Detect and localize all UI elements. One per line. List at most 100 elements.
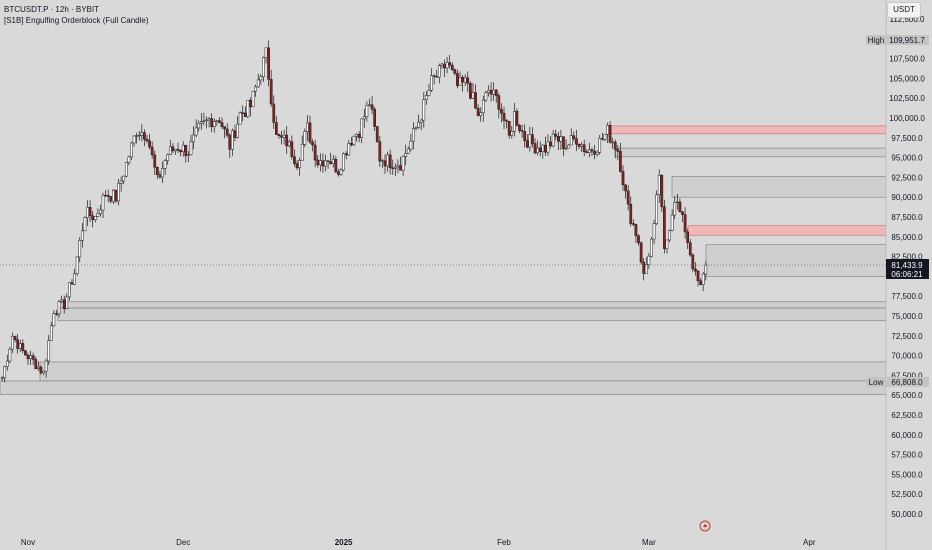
time-tick-label: Dec xyxy=(176,538,190,547)
candle-body xyxy=(55,313,58,315)
candle-body xyxy=(531,134,534,144)
candle-body xyxy=(36,366,40,369)
candle-body xyxy=(569,135,573,146)
candle-body xyxy=(42,370,45,374)
price-tick-label: 55,000.0 xyxy=(891,470,923,479)
candle-body xyxy=(448,62,452,66)
candle-body xyxy=(148,140,151,148)
candle-body xyxy=(572,135,576,139)
candle-body xyxy=(484,92,488,101)
candle-body xyxy=(492,89,496,95)
price-tick-label: 105,000.0 xyxy=(889,74,925,83)
candle-body xyxy=(174,148,177,152)
candle-body xyxy=(344,153,348,156)
candle-body xyxy=(316,159,320,166)
candle-body xyxy=(391,167,395,169)
price-tick-label: 85,000.0 xyxy=(891,233,923,242)
indicator-title[interactable]: [S1B] Engulfing Orderblock (Full Candle) xyxy=(4,16,149,25)
candle-body xyxy=(83,217,87,232)
candle-body xyxy=(616,149,620,152)
candle-body xyxy=(21,343,25,351)
candle-body xyxy=(197,122,201,129)
price-tick-label: 112,500.0 xyxy=(890,15,926,24)
candle-body xyxy=(471,92,475,99)
candle-body xyxy=(329,161,333,164)
candle-body xyxy=(218,120,221,123)
candle-body xyxy=(603,133,607,140)
lightning-icon[interactable] xyxy=(699,520,711,532)
candle-body xyxy=(637,235,640,244)
time-tick-label: Nov xyxy=(21,538,35,547)
candle-body xyxy=(205,119,208,122)
candle-body xyxy=(331,158,335,164)
candle-body xyxy=(324,160,327,167)
price-tick-label: 95,000.0 xyxy=(891,154,923,163)
candle-body xyxy=(313,144,317,161)
candle-body xyxy=(675,201,679,204)
candle-body xyxy=(500,109,503,114)
candle-body xyxy=(393,166,397,169)
candle-body xyxy=(629,203,633,224)
candle-body xyxy=(686,231,690,243)
candle-body xyxy=(370,104,374,110)
candle-body xyxy=(293,156,296,164)
candle-body xyxy=(0,377,4,379)
candle-body xyxy=(282,134,286,138)
candle-body xyxy=(647,255,651,265)
candle-body xyxy=(13,336,17,340)
candle-body xyxy=(39,366,43,374)
bullish-orderblock xyxy=(57,307,887,322)
candle-body xyxy=(264,47,268,58)
bullish-orderblock xyxy=(705,244,887,277)
bearish-orderblock xyxy=(687,225,887,236)
candle-body xyxy=(192,134,195,143)
candle-body xyxy=(127,156,131,163)
candle-body xyxy=(598,138,602,153)
candle-body xyxy=(277,134,281,136)
candle-body xyxy=(31,355,35,360)
candle-body xyxy=(443,63,446,69)
candle-body xyxy=(34,359,38,369)
candle-body xyxy=(207,118,211,121)
candle-body xyxy=(65,296,69,309)
candle-body xyxy=(117,183,120,202)
low-label: Low xyxy=(869,378,884,387)
bullish-orderblock xyxy=(59,301,887,309)
candle-body xyxy=(280,135,283,138)
symbol-title[interactable]: BTCUSDT.P · 12h · BYBIT xyxy=(4,5,99,14)
candle-body xyxy=(88,207,92,217)
candle-body xyxy=(487,89,490,93)
candle-body xyxy=(624,184,627,192)
candle-body xyxy=(124,162,128,177)
candle-body xyxy=(70,282,74,285)
time-axis[interactable]: Nov Dec 2025 Feb Mar Apr xyxy=(21,538,816,547)
candle-body xyxy=(357,133,361,138)
candle-body xyxy=(381,160,384,162)
price-scale[interactable]: 112,500.0 107,500.0 105,000.0 102,500.0 100,… xyxy=(889,15,925,519)
candle-body xyxy=(396,165,400,168)
candle-body xyxy=(321,160,325,167)
high-marker: High 109,951.7 xyxy=(866,35,929,45)
currency-button[interactable]: USDT xyxy=(887,2,921,18)
candle-body xyxy=(440,63,444,66)
candle-body xyxy=(691,254,695,270)
candle-body xyxy=(241,112,245,114)
candle-body xyxy=(362,116,366,120)
candle-body xyxy=(694,268,697,272)
candle-body xyxy=(458,76,462,86)
candle-body xyxy=(285,134,289,147)
candle-body xyxy=(580,144,583,147)
countdown-value: 06:06:21 xyxy=(891,270,923,279)
candle-body xyxy=(401,156,405,171)
candle-body xyxy=(199,121,203,124)
candle-body xyxy=(595,152,599,155)
candle-body xyxy=(303,131,307,145)
candle-body xyxy=(502,112,506,121)
candle-body xyxy=(256,79,260,88)
candle-body xyxy=(406,148,410,154)
candle-body xyxy=(62,299,66,309)
candle-body xyxy=(220,122,224,127)
candle-body xyxy=(474,92,477,109)
candle-body xyxy=(212,121,216,127)
